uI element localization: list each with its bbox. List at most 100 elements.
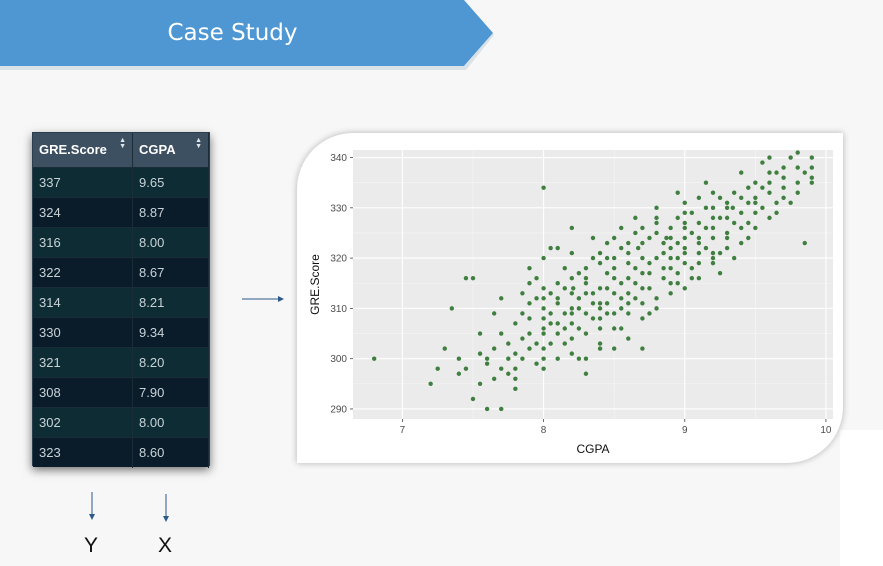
- data-point: [611, 311, 617, 316]
- column-header-cgpa[interactable]: CGPA ▲ ▼: [133, 133, 209, 167]
- data-point: [703, 180, 709, 185]
- data-point: [520, 291, 525, 296]
- data-point: [760, 185, 765, 190]
- data-point: [774, 170, 779, 175]
- data-point: [463, 276, 469, 281]
- data-point: [788, 200, 793, 205]
- data-point: [576, 356, 582, 361]
- data-point: [619, 225, 624, 231]
- cell-gre-score: 322: [33, 258, 133, 288]
- data-point: [491, 311, 497, 316]
- data-point: [647, 235, 652, 241]
- x-tick-label: 9: [682, 425, 688, 436]
- data-point: [710, 250, 716, 256]
- data-point: [619, 306, 624, 311]
- data-point: [664, 235, 669, 241]
- data-point: [569, 276, 575, 281]
- data-point: [774, 210, 779, 216]
- data-point: [802, 240, 807, 246]
- column-header-label: GRE.Score: [39, 142, 107, 157]
- data-point: [640, 301, 645, 306]
- data-point: [597, 301, 603, 306]
- scatter-plot-card: 7 8 9 10 290 300 310 320 330 340 CGPA GRE.Score: [297, 133, 843, 463]
- data-point: [746, 235, 751, 241]
- data-point: [795, 180, 800, 185]
- sort-icon[interactable]: ▲ ▼: [119, 137, 126, 150]
- data-point: [710, 260, 716, 266]
- data-point: [682, 220, 687, 226]
- data-point: [640, 225, 645, 231]
- data-point: [717, 195, 723, 200]
- table-row: 330 9.34: [33, 317, 209, 348]
- data-point: [611, 265, 617, 271]
- data-point: [555, 356, 560, 361]
- data-point: [534, 296, 539, 301]
- data-point: [647, 286, 652, 291]
- data-point: [640, 240, 645, 246]
- data-point: [541, 286, 546, 291]
- data-point: [569, 250, 575, 256]
- data-point: [569, 311, 575, 316]
- data-point: [611, 235, 617, 241]
- data-point: [731, 190, 737, 195]
- data-point: [689, 265, 695, 271]
- sort-icon[interactable]: ▲ ▼: [195, 137, 202, 150]
- data-point: [654, 230, 659, 236]
- data-point: [633, 281, 638, 286]
- data-point: [548, 341, 553, 346]
- data-point: [633, 296, 638, 301]
- data-point: [590, 291, 596, 296]
- data-point: [640, 255, 645, 261]
- data-point: [682, 225, 687, 231]
- arrow-icon: [242, 296, 284, 302]
- data-point: [767, 215, 772, 221]
- x-axis-label: CGPA: [576, 442, 609, 456]
- data-point: [654, 255, 659, 261]
- data-point: [739, 210, 744, 216]
- data-point: [576, 326, 582, 331]
- cell-gre-score: 323: [33, 438, 133, 468]
- data-point: [682, 245, 687, 251]
- data-point: [689, 276, 695, 281]
- data-point: [597, 316, 603, 321]
- data-point: [753, 200, 758, 205]
- data-point: [527, 346, 532, 351]
- data-point: [548, 245, 553, 251]
- data-point: [520, 336, 525, 341]
- column-header-gre-score[interactable]: GRE.Score ▲ ▼: [33, 133, 133, 167]
- data-point: [541, 356, 546, 361]
- data-point: [731, 220, 737, 226]
- data-point: [611, 326, 617, 331]
- data-point: [590, 235, 596, 241]
- data-point: [717, 215, 723, 221]
- data-point: [541, 346, 546, 351]
- data-point: [527, 301, 532, 306]
- data-point: [788, 155, 793, 160]
- data-point: [449, 306, 455, 311]
- data-point: [668, 265, 673, 271]
- data-point: [583, 356, 589, 361]
- data-point: [675, 240, 680, 246]
- data-point: [576, 270, 582, 276]
- cell-cgpa: 8.20: [133, 348, 209, 378]
- data-point: [767, 155, 772, 160]
- data-point: [534, 341, 539, 346]
- data-point: [527, 316, 532, 321]
- y-tick-label: 330: [330, 203, 347, 214]
- data-point: [590, 316, 596, 321]
- data-point: [696, 276, 702, 281]
- data-point: [647, 311, 652, 316]
- table-row: 308 7.90: [33, 377, 209, 408]
- data-point: [654, 215, 659, 221]
- data-point: [696, 250, 702, 256]
- table-row: 302 8.00: [33, 407, 209, 438]
- cell-cgpa: 8.87: [133, 198, 209, 228]
- data-point: [541, 306, 546, 311]
- table-row: 314 8.21: [33, 287, 209, 318]
- data-point: [724, 215, 730, 221]
- data-point: [477, 351, 483, 356]
- data-point: [654, 296, 659, 301]
- cell-gre-score: 316: [33, 228, 133, 258]
- data-point: [371, 356, 377, 361]
- data-point: [555, 301, 560, 306]
